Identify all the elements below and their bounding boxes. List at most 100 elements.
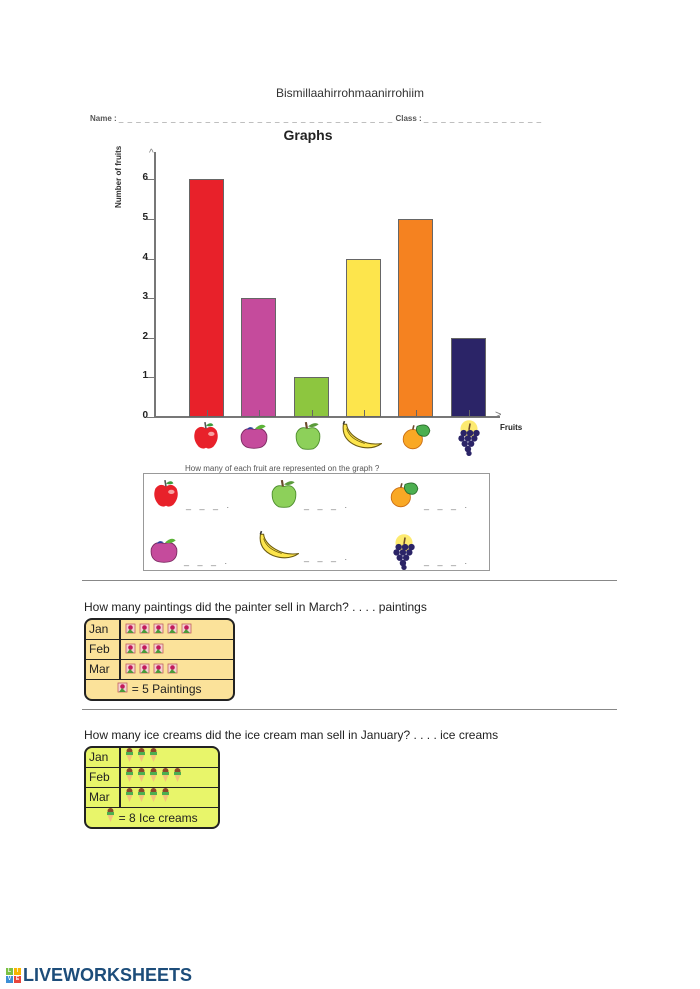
bar-grapes [451,337,486,417]
ice-cream-icon [149,768,158,787]
y-tick [147,298,155,300]
green-apple-icon [268,478,300,515]
plum-icon [238,420,270,457]
painting-icon [167,661,178,679]
y-tick-label: 5 [142,212,148,223]
banana-icon [254,530,302,567]
plum-icon [148,534,180,571]
paintings-pictograph: Jan Feb Mar = 5 Paintings [84,618,235,701]
answer-blank[interactable]: _ _ _ . [424,556,471,566]
divider [82,709,617,710]
painting-icon [181,621,192,639]
icecream-pictograph: Jan Feb Mar = 8 Ice creams [84,746,220,829]
ice-cream-icon [149,788,158,807]
orange-icon [388,478,420,515]
live-logo-icon: L I V E [6,968,21,983]
chart-title: Graphs [283,127,333,143]
banana-icon [337,420,385,457]
fruit-answer-box [143,473,490,571]
ice-cream-icon [106,808,115,825]
divider [82,580,617,581]
painting-icon [153,661,164,679]
painting-icon [153,621,164,639]
y-tick-label: 6 [142,172,148,184]
y-tick [147,179,155,181]
ice-cream-icon [125,788,134,807]
pictograph-row-jan: Jan [86,620,233,640]
answer-blank[interactable]: _ _ _ . [304,500,351,510]
bar-plum [241,298,276,417]
x-axis [155,416,500,418]
key-text: = 5 Paintings [128,682,202,696]
pictograph-row-feb: Feb [86,768,218,788]
painting-icon [139,661,150,679]
paintings-question: How many paintings did the painter sell … [84,600,427,614]
ice-cream-icon [137,788,146,807]
y-axis-arrow-icon: ^ [149,148,154,159]
orange-icon [400,420,432,457]
painting-icon [139,621,150,639]
answer-blank[interactable]: _ _ _ . [186,500,233,510]
pictograph-key: = 5 Paintings [86,680,233,698]
y-tick-label: 2 [142,330,148,342]
liveworksheets-logo: L I V E LIVEWORKSHEETS [6,965,192,986]
y-tick [147,417,155,418]
painting-icon [167,621,178,639]
y-tick [147,337,155,339]
ice-cream-icon [137,748,146,767]
key-text: = 8 Ice creams [115,811,198,825]
y-axis-label: Number of fruits [114,145,123,208]
name-class-row: Name : _ _ _ _ _ _ _ _ _ _ _ _ _ _ _ _ _… [90,114,542,123]
x-axis-arrow-icon: > [495,409,502,421]
ice-cream-icon [161,768,170,787]
x-axis-label: Fruits [500,423,523,432]
painting-icon [125,641,136,659]
month-label: Mar [86,660,121,679]
ice-cream-icon [161,788,170,807]
fruit-question-prompt: How many of each fruit are represented o… [185,464,380,473]
painting-icon [139,641,150,659]
month-label: Mar [86,788,121,807]
ice-cream-icon [125,768,134,787]
y-tick-label: 0 [142,410,148,421]
class-label: Class : [395,114,422,123]
green-apple-icon [292,420,324,457]
icecream-question: How many ice creams did the ice cream ma… [84,728,499,742]
pictograph-row-feb: Feb [86,640,233,660]
painting-icon [117,682,128,696]
answer-blank[interactable]: _ _ _ . [304,552,351,562]
month-label: Jan [86,748,121,767]
pictograph-key: = 8 Ice creams [86,808,218,827]
painting-icon [153,641,164,659]
y-tick-label: 3 [142,291,148,303]
bar-red-apple [189,179,224,417]
bar-orange [398,219,433,417]
bar-green-apple [294,377,329,417]
month-label: Feb [86,640,121,659]
pictograph-row-mar: Mar [86,788,218,808]
ice-cream-icon [149,748,158,767]
class-blank[interactable]: _ _ _ _ _ _ _ _ _ _ _ _ _ _ [423,114,543,123]
y-tick-label: 1 [142,370,148,382]
y-tick-label: 4 [142,251,148,263]
pictograph-row-mar: Mar [86,660,233,680]
month-label: Feb [86,768,121,787]
name-blank[interactable]: _ _ _ _ _ _ _ _ _ _ _ _ _ _ _ _ _ _ _ _ … [118,114,394,123]
red-apple-icon [150,478,182,515]
painting-icon [125,661,136,679]
pictograph-row-jan: Jan [86,748,218,768]
y-axis [154,152,156,418]
answer-blank[interactable]: _ _ _ . [184,556,231,566]
answer-blank[interactable]: _ _ _ . [424,500,471,510]
painting-icon [125,621,136,639]
brand-name: LIVEWORKSHEETS [23,965,193,985]
y-tick [147,258,155,260]
ice-cream-icon [173,768,182,787]
name-label: Name : [90,114,117,123]
y-tick [147,219,155,220]
month-label: Jan [86,620,121,639]
bismillah-heading: Bismillaahirrohmaanirrohiim [275,86,425,100]
bar-banana [346,258,381,417]
grapes-icon [388,534,420,576]
ice-cream-icon [137,768,146,787]
